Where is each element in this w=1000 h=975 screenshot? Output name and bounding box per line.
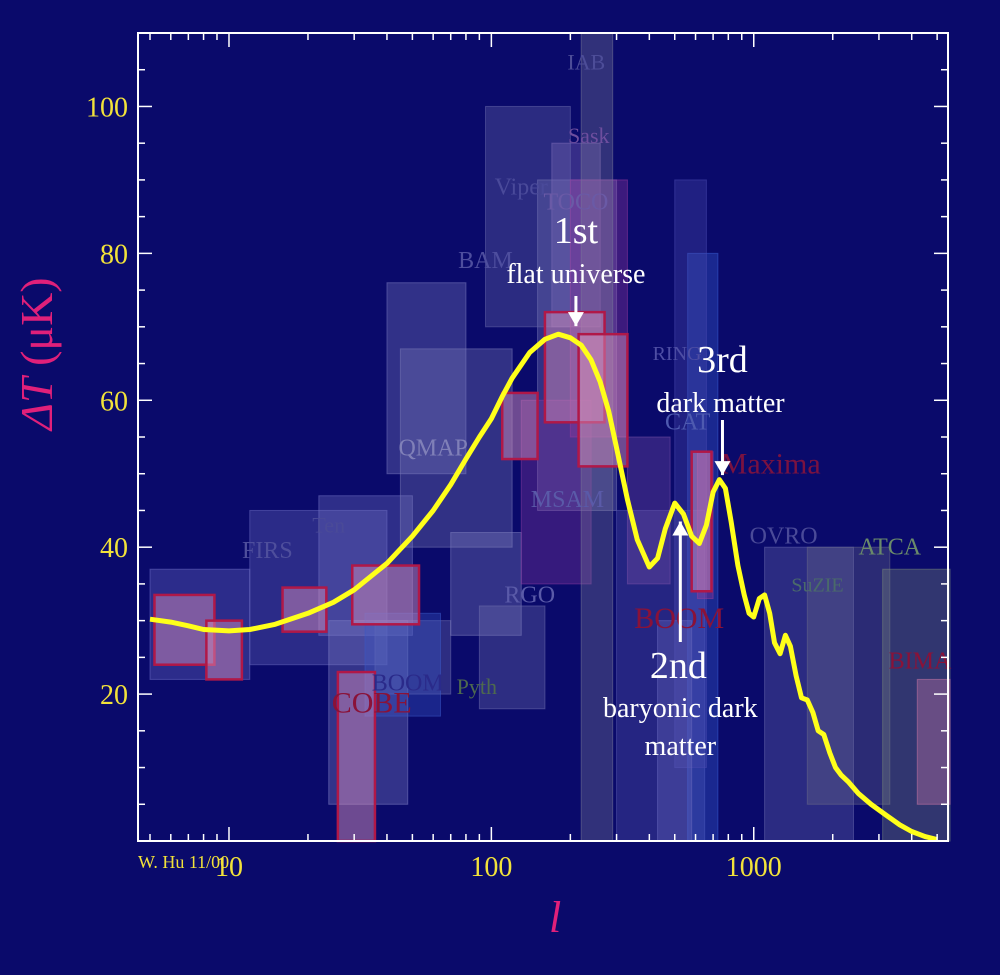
y-tick-label: 100 — [86, 92, 128, 123]
annotation-third-title: 3rd — [697, 339, 748, 381]
experiment-box — [882, 568, 951, 842]
x-tick-label: 100 — [470, 852, 512, 883]
y-tick-label: 20 — [100, 680, 128, 711]
experiment-box — [364, 612, 442, 717]
experiment-label: RGO — [504, 582, 555, 608]
annotation-first-subtitle: flat universe — [506, 259, 645, 290]
credit-label: W. Hu 11/00 — [138, 852, 230, 872]
theory-curve-layer — [149, 331, 938, 842]
y-axis-label-unit: (μK) — [11, 277, 62, 378]
experiment-label: BOOM — [372, 670, 444, 696]
experiment-box — [485, 105, 571, 328]
experiment-box — [916, 678, 951, 805]
experiment-label: Sask — [568, 123, 610, 148]
experiment-label: FIRS — [242, 538, 293, 564]
experiment-box — [657, 620, 693, 842]
experiment-label: SuZIE — [791, 574, 843, 596]
experiment-box — [690, 450, 713, 593]
annotation-first-title: 1st — [554, 210, 599, 252]
y-tick-label: 80 — [100, 239, 128, 270]
experiment-box — [450, 531, 522, 636]
experiment-label: ATCA — [858, 535, 921, 561]
experiment-label: Viper — [495, 175, 548, 201]
experiment-box — [806, 546, 891, 805]
y-tick-label: 40 — [100, 533, 128, 564]
experiment-box — [626, 436, 671, 585]
experiment-box — [374, 620, 452, 695]
experiment-label: BIMA — [889, 648, 952, 674]
experiment-box — [764, 546, 855, 842]
experiment-box — [500, 391, 539, 461]
experiment-label: QMAP — [398, 435, 467, 461]
experiment-label: BAM — [458, 248, 513, 274]
axis-ticks: 10 100 1000 20 40 60 80 100 — [86, 33, 948, 883]
experiment-data-boxes — [149, 32, 951, 843]
y-axis-label-symbol: ΔT — [11, 377, 62, 430]
x-tick-label: 10 — [215, 852, 243, 883]
experiment-label: RING — [653, 343, 702, 365]
annotation-second-arrow-head — [672, 521, 689, 536]
experiment-label: Pyth — [457, 674, 497, 699]
experiment-label: TOCO — [543, 189, 608, 215]
experiment-label: COBE — [332, 686, 412, 719]
y-tick-label: 60 — [100, 386, 128, 417]
experiment-label: Ten — [312, 512, 345, 537]
theory-curve — [149, 331, 938, 842]
experiment-box — [336, 670, 377, 843]
experiment-box — [616, 509, 706, 842]
annotation-second-subtitle: matter — [645, 731, 717, 762]
experiment-box — [351, 564, 421, 626]
experiment-label: MSAM — [531, 487, 604, 513]
annotation-third-arrow-head — [714, 461, 731, 476]
experiment-label: CAT — [665, 410, 711, 436]
annotation-second-title: 2nd — [650, 645, 707, 687]
experiment-box — [399, 348, 513, 548]
annotation-second-subtitle: baryonic dark — [603, 693, 758, 724]
x-axis-label: l — [549, 893, 562, 942]
experiment-label: OVRO — [750, 524, 818, 550]
annotation-third-subtitle: dark matter — [656, 388, 785, 419]
experiment-box — [478, 605, 546, 710]
experiment-label: Maxima — [721, 448, 821, 481]
peak-annotations: 1st flat universe 3rd dark matter 2nd baryoni… — [506, 210, 785, 762]
annotation-first-arrow-head — [567, 312, 584, 327]
y-axis-label: ΔT (μK) — [10, 277, 63, 430]
x-tick-label: 1000 — [726, 852, 782, 883]
experiment-label: IAB — [567, 50, 605, 75]
